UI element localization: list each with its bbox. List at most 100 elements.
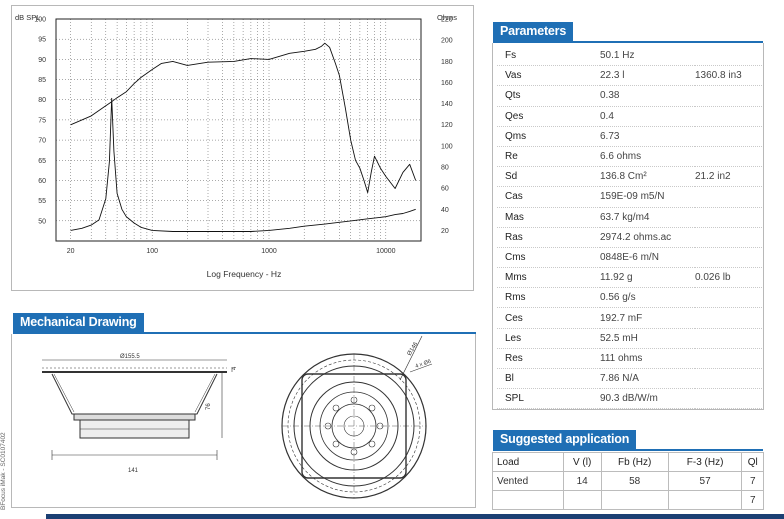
mechanical-drawing-header: Mechanical Drawing — [13, 313, 144, 334]
parameter-name: Sd — [497, 166, 600, 188]
parameter-row: Ces 192.7 mF — [497, 307, 762, 329]
application-cell: 14 — [562, 471, 602, 491]
application-cell — [667, 490, 743, 510]
right-axis-tick-label: 120 — [441, 122, 453, 129]
parameter-value: 6.6 ohms — [600, 146, 695, 168]
parameter-value: 63.7 kg/m4 — [600, 207, 695, 228]
right-axis-tick-label: 60 — [441, 186, 449, 193]
parameter-row: Qts 0.38 — [497, 85, 762, 107]
suggested-application-header: Suggested application — [493, 430, 637, 451]
dim-bolt-circle: Ø146 — [407, 341, 420, 357]
application-row: Vented 14 58 57 7 — [492, 471, 764, 491]
parameter-row: Fs 50.1 Hz — [497, 46, 762, 67]
application-row: 7 — [492, 490, 764, 510]
application-cell — [492, 490, 564, 510]
application-cell: 7 — [741, 471, 764, 491]
right-axis-tick-label: 160 — [441, 80, 453, 87]
parameter-value: 2974.2 ohms.ac — [600, 227, 695, 248]
parameter-row: Qms 6.73 — [497, 126, 762, 147]
parameter-name: SPL — [497, 388, 600, 410]
application-cell: Vented — [492, 471, 564, 491]
application-cell: 57 — [667, 471, 743, 491]
parameter-row: Re 6.6 ohms — [497, 146, 762, 168]
parameter-value: 52.5 mH — [600, 328, 695, 349]
parameter-alt-value — [695, 227, 762, 248]
suggested-application-table: Load V (l) Fb (Hz) F-3 (Hz) Ql Vented 14 58 57 7… — [492, 452, 764, 510]
dim-height: 76 — [206, 403, 212, 410]
parameter-alt-value — [695, 328, 762, 349]
parameter-name: Vas — [497, 65, 600, 87]
parameter-name: Qes — [497, 106, 600, 127]
parameter-alt-value — [695, 388, 762, 410]
parameter-alt-value — [695, 368, 762, 390]
parameter-alt-value — [695, 146, 762, 168]
parameter-value: 90.3 dB/W/m — [600, 388, 695, 410]
left-axis-tick-label: 60 — [38, 178, 46, 185]
left-axis-tick-label: 75 — [38, 117, 46, 124]
parameter-row: Qes 0.4 — [497, 106, 762, 127]
parameter-alt-value — [695, 287, 762, 309]
application-column-header: Ql — [741, 452, 764, 472]
parameter-name: Les — [497, 328, 600, 349]
parameter-row: Res 111 ohms — [497, 348, 762, 370]
application-column-header: Fb (Hz) — [600, 452, 669, 472]
parameter-row: Bl 7.86 N/A — [497, 368, 762, 390]
left-axis-tick-label: 90 — [38, 57, 46, 64]
parameter-alt-value — [695, 46, 762, 67]
parameter-value: 192.7 mF — [600, 307, 695, 329]
application-table-header: Load V (l) Fb (Hz) F-3 (Hz) Ql — [492, 452, 764, 472]
parameter-row: Cms 0848E-6 m/N — [497, 247, 762, 269]
left-axis-tick-label: 70 — [38, 138, 46, 145]
left-axis-tick-label: 65 — [38, 158, 46, 165]
parameter-value: 0848E-6 m/N — [600, 247, 695, 269]
parameter-value: 0.38 — [600, 85, 695, 107]
parameter-row: Rms 0.56 g/s — [497, 287, 762, 309]
parameter-value: 50.1 Hz — [600, 46, 695, 67]
left-axis-ticks: 100 95 90 85 80 75 70 65 60 55 50 — [34, 17, 46, 226]
parameter-value: 111 ohms — [600, 348, 695, 370]
left-axis-tick-label: 95 — [38, 37, 46, 44]
parameter-alt-value: 21.2 in2 — [695, 166, 762, 188]
parameter-alt-value — [695, 307, 762, 329]
left-axis-tick-label: 100 — [34, 17, 46, 24]
application-header-rule — [493, 449, 763, 451]
parameter-name: Ces — [497, 307, 600, 329]
x-axis-title: Log Frequency - Hz — [207, 269, 282, 279]
application-column-header: V (l) — [562, 452, 602, 472]
parameter-value: 6.73 — [600, 126, 695, 147]
dim-holes: 4 x Ø6 — [415, 359, 432, 370]
parameter-alt-value — [695, 85, 762, 107]
parameter-alt-value — [695, 207, 762, 228]
parameter-name: Mas — [497, 207, 600, 228]
parameter-row: Sd 136.8 Cm² 21.2 in2 — [497, 166, 762, 188]
application-column-header: F-3 (Hz) — [667, 452, 743, 472]
parameter-row: Mas 63.7 kg/m4 — [497, 207, 762, 228]
mechanical-drawing-panel: Ø155.5 76 4 141 Ø146 4 x — [11, 334, 476, 508]
x-axis-tick-label: 10000 — [376, 248, 396, 255]
x-axis-tick-label: 100 — [146, 248, 158, 255]
parameter-row: Les 52.5 mH — [497, 328, 762, 349]
speaker-front-view — [281, 335, 433, 499]
bottom-bar — [46, 514, 784, 519]
right-axis-ticks: 220 200 180 160 140 120 100 80 60 40 20 — [441, 17, 453, 235]
parameter-name: Rms — [497, 287, 600, 309]
dim-flange: 4 — [232, 366, 238, 370]
side-credit-text: BFocus iMak - SC0107402 — [0, 432, 7, 510]
parameter-value: 0.4 — [600, 106, 695, 127]
parameter-value: 7.86 N/A — [600, 368, 695, 390]
parameter-name: Ras — [497, 227, 600, 248]
parameter-row: Ras 2974.2 ohms.ac — [497, 227, 762, 248]
right-axis-tick-label: 20 — [441, 228, 449, 235]
parameter-name: Fs — [497, 46, 600, 67]
right-axis-tick-label: 140 — [441, 101, 453, 108]
right-axis-title: Ohms — [437, 13, 457, 22]
parameter-row: Cas 159E-09 m5/N — [497, 186, 762, 208]
left-axis-tick-label: 85 — [38, 77, 46, 84]
parameter-alt-value — [695, 106, 762, 127]
impedance-line — [70, 97, 416, 232]
application-column-header: Load — [492, 452, 564, 472]
parameter-row: Vas 22.3 l 1360.8 in3 — [497, 65, 762, 87]
right-axis-tick-label: 180 — [441, 59, 453, 66]
parameters-header-rule — [493, 41, 763, 43]
